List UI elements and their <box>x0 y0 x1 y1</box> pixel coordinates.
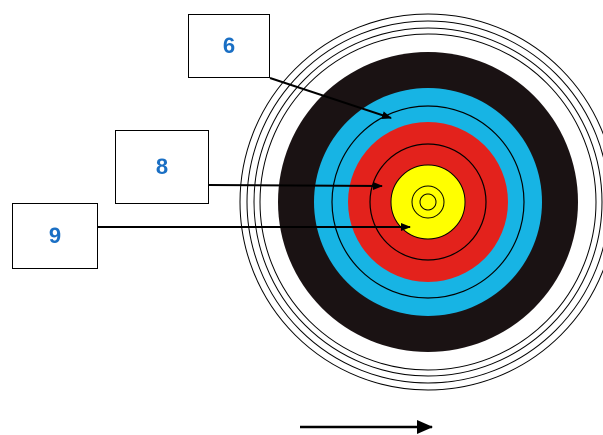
label-8-text: 8 <box>155 154 169 179</box>
label-box-9: 9 <box>12 203 98 269</box>
leader-line-8 <box>208 181 383 190</box>
label-box-8: 8 <box>115 130 209 204</box>
gold-ring <box>390 164 466 240</box>
label-box-6: 6 <box>188 14 270 78</box>
label-6-text: 6 <box>222 33 236 58</box>
archery-target <box>239 13 603 391</box>
white-ring-mid-outline-2 <box>253 27 603 377</box>
label-9-text: 9 <box>48 223 62 248</box>
gold-ring-divider <box>411 185 445 219</box>
gold-center-ring <box>419 193 437 211</box>
white-ring-inner-outline <box>259 33 597 371</box>
white-ring-mid-outline-1 <box>246 20 603 384</box>
red-ring-divider <box>369 143 487 261</box>
leader-line-6 <box>269 77 392 119</box>
leader-lines <box>98 77 411 231</box>
blue-ring-divider <box>331 105 525 299</box>
